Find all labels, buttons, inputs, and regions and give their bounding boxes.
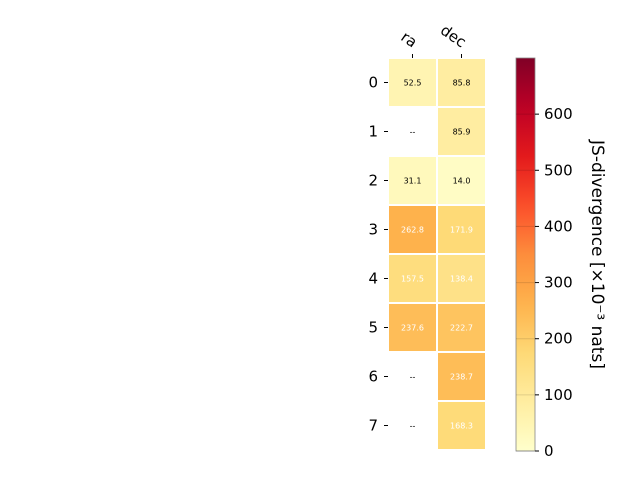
cell-value-label: 14.0 xyxy=(453,177,471,186)
cell-value-label: -- xyxy=(410,128,416,137)
cell-value-label: 52.5 xyxy=(404,79,422,88)
cell-value-label: 85.9 xyxy=(453,128,471,137)
row-label: 5 xyxy=(368,319,378,337)
column-labels: ra dec xyxy=(398,21,470,58)
cell-value-label: 171.9 xyxy=(450,226,473,235)
heatmap-cell xyxy=(438,108,485,155)
cell-value-label: -- xyxy=(410,373,416,382)
colorbar-tick-label: 600 xyxy=(544,105,573,123)
heatmap-cell xyxy=(389,108,436,155)
row-label: 3 xyxy=(368,221,378,239)
cell-value-label: 237.6 xyxy=(401,324,424,333)
cell-value-label: -- xyxy=(410,422,416,431)
cell-value-label: 222.7 xyxy=(450,324,473,333)
heatmap-cell xyxy=(438,59,485,106)
row-label: 7 xyxy=(368,417,378,435)
colorbar: 0 100 200 300 400 500 600 xyxy=(515,57,573,460)
colorbar-tick-label: 200 xyxy=(544,330,573,348)
row-label: 2 xyxy=(368,172,378,190)
cell-value-label: 168.3 xyxy=(450,422,473,431)
heatmap-cell xyxy=(438,255,485,302)
column-label: ra xyxy=(398,28,421,52)
cell-value-label: 85.8 xyxy=(453,79,471,88)
cell-value-label: 157.5 xyxy=(401,275,424,284)
heatmap-grid: 52.5 85.8 -- 85.9 31.1 14.0 262.8 171.9 157.5 138… xyxy=(389,59,485,449)
row-label: 1 xyxy=(368,123,378,141)
heatmap-cell xyxy=(389,59,436,106)
heatmap-cell xyxy=(389,402,436,449)
cell-value-label: 138.4 xyxy=(450,275,473,284)
colorbar-gradient xyxy=(515,57,536,452)
colorbar-tick-label: 500 xyxy=(544,161,573,179)
colorbar-tick-label: 300 xyxy=(544,274,573,292)
heatmap-cell xyxy=(389,255,436,302)
row-label: 6 xyxy=(368,368,378,386)
heatmap-cell xyxy=(438,353,485,400)
colorbar-title: JS-divergence [×10⁻³ nats] xyxy=(587,139,607,369)
heatmap-cell xyxy=(438,304,485,351)
cell-value-label: 238.7 xyxy=(450,373,473,382)
heatmap-cell xyxy=(389,304,436,351)
heatmap-cell xyxy=(389,157,436,204)
heatmap-cell xyxy=(438,402,485,449)
cell-value-label: 31.1 xyxy=(404,177,422,186)
cell-value-label: 262.8 xyxy=(401,226,424,235)
heatmap-cell xyxy=(438,206,485,253)
heatmap-cell xyxy=(389,353,436,400)
column-label: dec xyxy=(437,21,469,51)
row-label: 0 xyxy=(368,74,378,92)
row-labels: 0 1 2 3 4 5 6 7 xyxy=(368,74,388,435)
heatmap-cell xyxy=(438,157,485,204)
colorbar-tick-label: 0 xyxy=(544,442,554,460)
colorbar-tick-label: 100 xyxy=(544,386,573,404)
row-label: 4 xyxy=(368,270,378,288)
heatmap-cell xyxy=(389,206,436,253)
colorbar-tick-label: 400 xyxy=(544,217,573,235)
